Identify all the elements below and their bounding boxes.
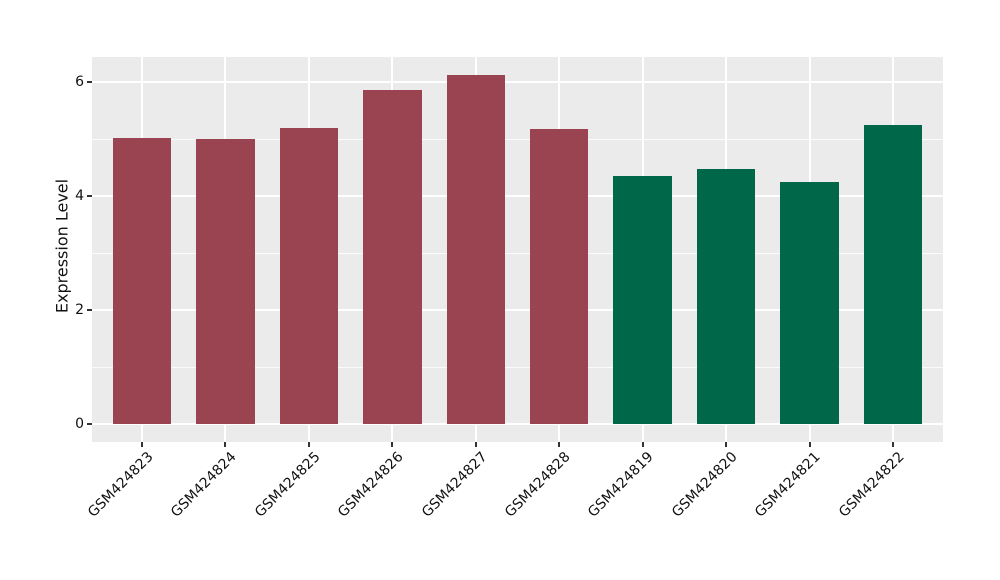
y-gridline-major <box>92 423 943 425</box>
y-tick-mark <box>87 423 92 425</box>
y-tick-label: 6 <box>75 74 84 90</box>
x-tick-label: GSM424828 <box>501 449 574 521</box>
x-tick-mark <box>641 442 644 447</box>
y-tick-mark <box>87 81 92 83</box>
y-tick-mark <box>87 195 92 197</box>
x-tick-mark <box>808 442 811 447</box>
x-tick-mark <box>474 442 477 447</box>
y-tick-label: 4 <box>75 188 84 204</box>
bar-gsm424825 <box>279 128 339 424</box>
y-gridline-minor <box>92 138 943 140</box>
y-gridline-major <box>92 195 943 197</box>
x-tick-label: GSM424819 <box>585 449 657 521</box>
bar-gsm424823 <box>112 137 172 424</box>
y-gridline-major <box>92 309 943 311</box>
bar-gsm424819 <box>613 176 672 424</box>
x-tick-mark <box>141 442 144 447</box>
y-tick-mark <box>87 309 92 311</box>
x-tick-label: GSM424823 <box>84 449 157 521</box>
x-tick-label: GSM424820 <box>668 449 741 521</box>
bar-gsm424821 <box>780 181 839 424</box>
x-tick-label: GSM424821 <box>752 449 824 521</box>
x-tick-mark <box>224 442 227 447</box>
y-tick-label: 2 <box>75 302 84 318</box>
x-tick-label: GSM424827 <box>418 449 491 521</box>
bar-gsm424822 <box>863 124 923 424</box>
x-tick-mark <box>725 442 728 447</box>
y-tick-label: 0 <box>75 416 84 432</box>
y-gridline-major <box>92 81 943 83</box>
x-tick-mark <box>891 442 894 447</box>
x-tick-mark <box>307 442 310 447</box>
bar-gsm424820 <box>696 168 756 424</box>
plot-panel <box>92 57 943 442</box>
bar-gsm424826 <box>363 89 422 424</box>
bar-gsm424824 <box>196 139 255 424</box>
x-tick-mark <box>558 442 561 447</box>
bar-gsm424828 <box>530 129 589 424</box>
x-tick-label: GSM424826 <box>335 449 407 521</box>
y-gridline-minor <box>92 252 943 254</box>
y-gridline-minor <box>92 366 943 368</box>
x-tick-label: GSM424822 <box>835 449 908 521</box>
x-tick-label: GSM424825 <box>251 449 324 521</box>
x-tick-mark <box>391 442 394 447</box>
x-tick-label: GSM424824 <box>168 449 240 521</box>
bar-gsm424827 <box>446 74 505 424</box>
